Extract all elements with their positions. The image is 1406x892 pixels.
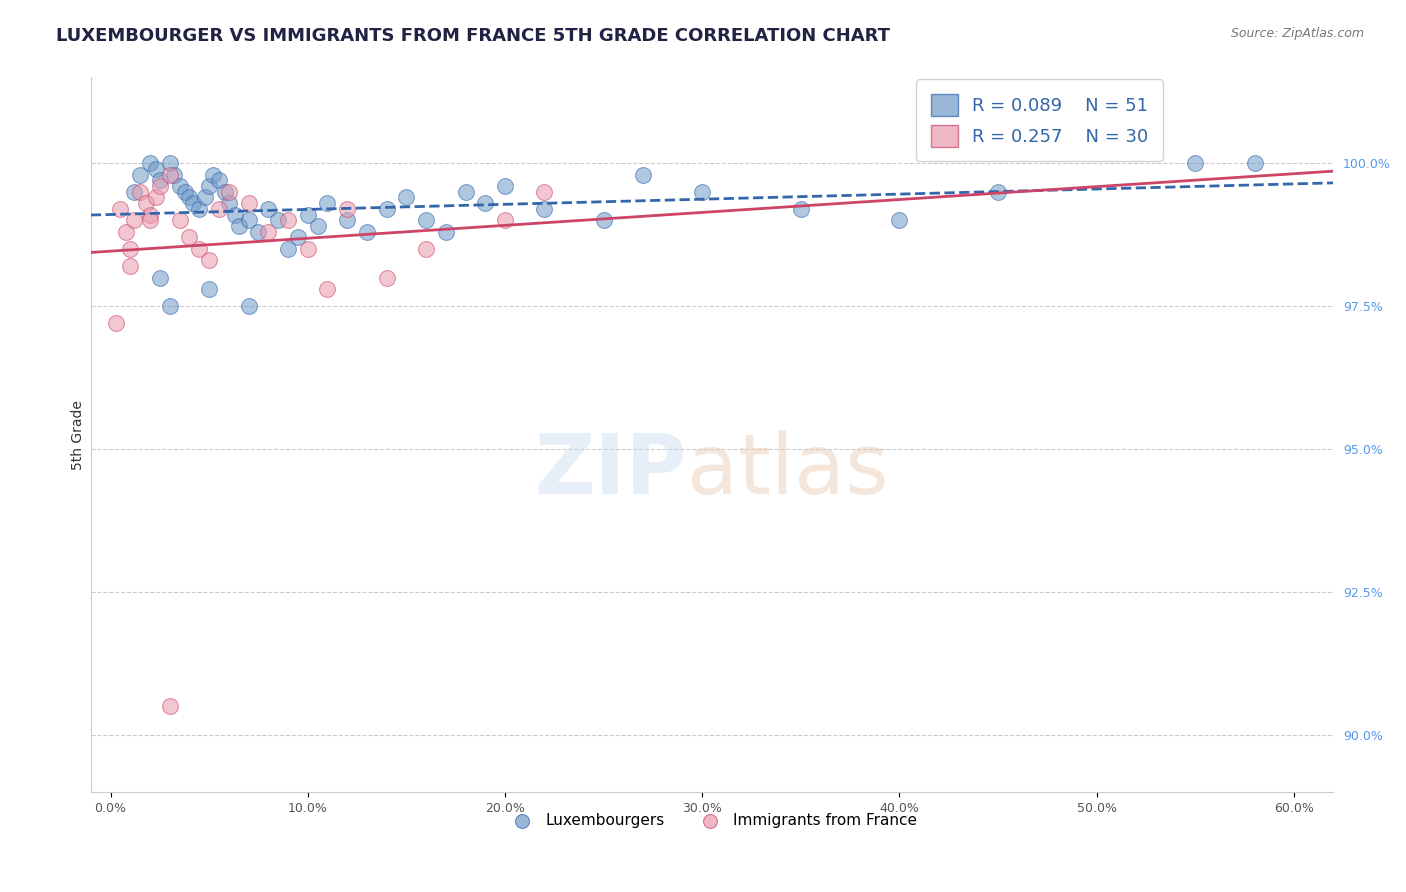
Point <box>247 225 270 239</box>
Point <box>690 185 713 199</box>
Point <box>287 230 309 244</box>
Point <box>110 202 132 216</box>
Text: ZIP: ZIP <box>534 430 688 511</box>
Point <box>277 213 299 227</box>
Point <box>218 185 240 199</box>
Point <box>159 299 181 313</box>
Point <box>218 196 240 211</box>
Point <box>316 196 339 211</box>
Point <box>198 253 221 268</box>
Point <box>631 168 654 182</box>
Point <box>533 185 555 199</box>
Text: atlas: atlas <box>688 430 889 511</box>
Point <box>159 168 181 182</box>
Point <box>179 230 201 244</box>
Point <box>214 185 236 199</box>
Text: Source: ZipAtlas.com: Source: ZipAtlas.com <box>1230 27 1364 40</box>
Point <box>494 179 516 194</box>
Point <box>494 213 516 227</box>
Point <box>145 161 167 176</box>
Point <box>129 168 152 182</box>
Point <box>987 185 1010 199</box>
Point <box>198 282 221 296</box>
Point <box>188 242 211 256</box>
Point <box>297 242 319 256</box>
Point <box>162 168 184 182</box>
Point <box>159 156 181 170</box>
Point <box>228 219 250 233</box>
Point <box>198 179 221 194</box>
Point <box>105 316 128 330</box>
Point <box>139 208 162 222</box>
Point <box>169 179 191 194</box>
Point <box>174 185 197 199</box>
Point <box>238 213 260 227</box>
Point <box>208 173 231 187</box>
Point <box>139 213 162 227</box>
Point <box>415 242 437 256</box>
Point <box>474 196 496 211</box>
Point <box>120 259 142 273</box>
Point <box>307 219 329 233</box>
Point <box>120 242 142 256</box>
Point <box>277 242 299 256</box>
Point <box>297 208 319 222</box>
Point <box>145 190 167 204</box>
Point <box>415 213 437 227</box>
Point <box>208 202 231 216</box>
Text: LUXEMBOURGER VS IMMIGRANTS FROM FRANCE 5TH GRADE CORRELATION CHART: LUXEMBOURGER VS IMMIGRANTS FROM FRANCE 5… <box>56 27 890 45</box>
Point <box>238 196 260 211</box>
Point <box>115 225 138 239</box>
Point <box>790 202 813 216</box>
Point <box>149 173 172 187</box>
Point <box>169 213 191 227</box>
Point <box>183 196 205 211</box>
Point <box>135 196 157 211</box>
Point <box>257 202 280 216</box>
Point <box>202 168 225 182</box>
Point <box>129 185 152 199</box>
Point <box>1184 156 1206 170</box>
Point <box>395 190 418 204</box>
Point <box>238 299 260 313</box>
Point <box>188 202 211 216</box>
Point <box>356 225 378 239</box>
Point <box>533 202 555 216</box>
Point <box>375 270 398 285</box>
Point <box>889 213 911 227</box>
Point <box>316 282 339 296</box>
Point <box>159 699 181 714</box>
Point <box>1243 156 1265 170</box>
Point <box>375 202 398 216</box>
Point <box>257 225 280 239</box>
Point <box>592 213 614 227</box>
Point <box>149 179 172 194</box>
Legend: Luxembourgers, Immigrants from France: Luxembourgers, Immigrants from France <box>501 807 924 834</box>
Point <box>434 225 457 239</box>
Point <box>194 190 217 204</box>
Point <box>224 208 246 222</box>
Point <box>179 190 201 204</box>
Point <box>149 270 172 285</box>
Point <box>336 202 359 216</box>
Point <box>122 185 145 199</box>
Point <box>139 156 162 170</box>
Y-axis label: 5th Grade: 5th Grade <box>72 400 86 469</box>
Point <box>336 213 359 227</box>
Point <box>122 213 145 227</box>
Point <box>454 185 477 199</box>
Point <box>267 213 290 227</box>
